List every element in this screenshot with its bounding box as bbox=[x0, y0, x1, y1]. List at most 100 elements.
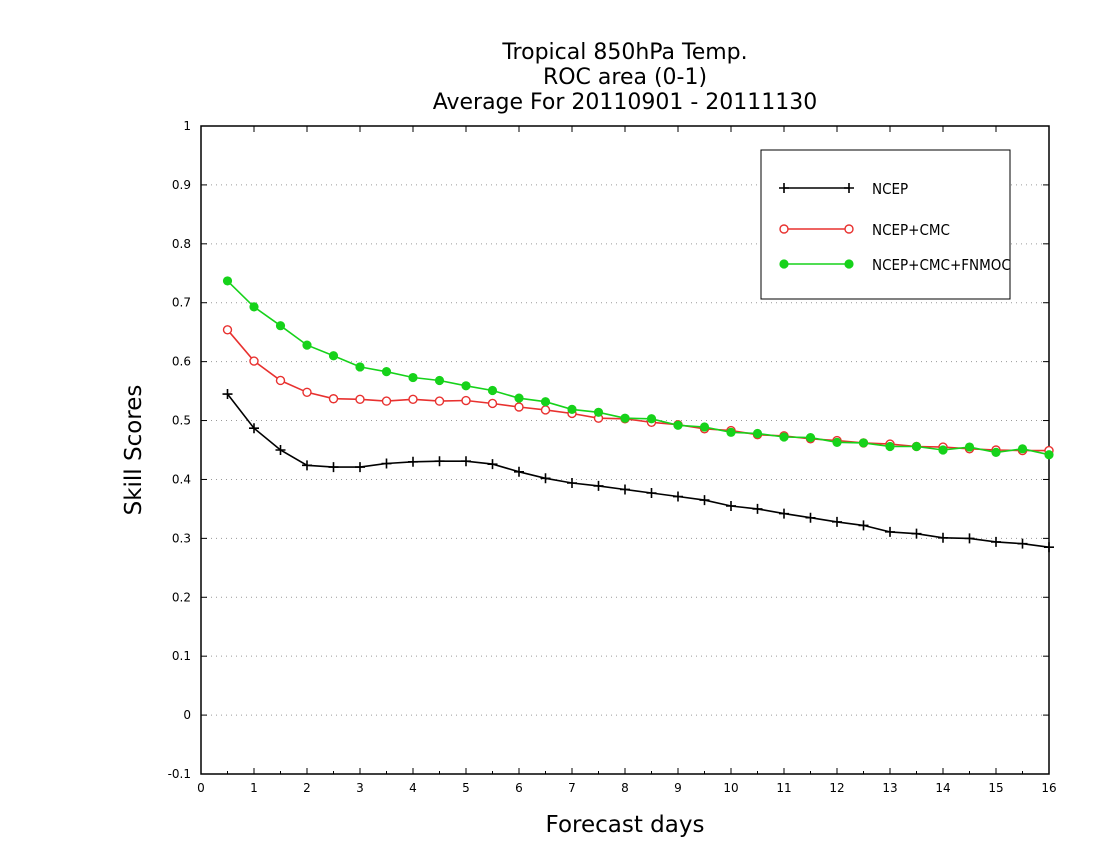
data-point bbox=[858, 520, 869, 531]
x-tick-label: 7 bbox=[568, 781, 576, 795]
data-point bbox=[434, 375, 445, 386]
data-point bbox=[514, 393, 524, 403]
data-point bbox=[726, 500, 736, 511]
x-tick-label: 14 bbox=[935, 781, 950, 795]
data-point bbox=[408, 372, 418, 383]
y-tick-label: -0.1 bbox=[168, 767, 191, 781]
data-point bbox=[222, 389, 233, 400]
y-tick-label: 0.3 bbox=[172, 531, 191, 545]
legend-label: NCEP+CMC+FNMOC bbox=[872, 256, 1011, 274]
legend-marker bbox=[779, 224, 789, 234]
x-tick-label: 11 bbox=[776, 781, 791, 795]
y-tick-label: 0.9 bbox=[172, 178, 191, 192]
data-point bbox=[593, 480, 604, 491]
y-tick-label: 0.1 bbox=[172, 649, 191, 663]
data-point bbox=[646, 488, 657, 499]
data-point bbox=[249, 302, 259, 312]
data-point bbox=[885, 441, 895, 452]
legend-entry: NCEP+CMC bbox=[779, 221, 950, 239]
legend-entry: NCEP+CMC+FNMOC bbox=[779, 256, 1011, 274]
data-point bbox=[540, 473, 551, 484]
data-point bbox=[964, 442, 975, 452]
title-line-2: ROC area (0-1) bbox=[543, 65, 707, 90]
data-point bbox=[328, 462, 339, 473]
data-point bbox=[381, 367, 392, 377]
x-tick-label: 12 bbox=[829, 781, 844, 795]
x-tick-label: 5 bbox=[462, 781, 470, 795]
axis-ticks: -0.100.10.20.30.40.50.60.70.80.910 1 2 3 4 5 6… bbox=[168, 119, 1057, 795]
series-line bbox=[226, 329, 1049, 452]
data-point bbox=[991, 536, 1001, 547]
data-point bbox=[302, 387, 312, 397]
data-point bbox=[1044, 542, 1054, 553]
x-tick-label: 0 bbox=[197, 781, 205, 795]
data-point bbox=[302, 340, 312, 350]
data-series bbox=[222, 276, 1054, 553]
data-point bbox=[514, 466, 524, 477]
data-point bbox=[275, 445, 286, 455]
y-tick-label: 0.6 bbox=[172, 355, 191, 369]
y-tick-label: 0.8 bbox=[172, 237, 191, 251]
x-tick-label: 1 bbox=[250, 781, 258, 795]
x-tick-label: 3 bbox=[356, 781, 364, 795]
x-tick-label: 6 bbox=[515, 781, 523, 795]
y-tick-label: 0 bbox=[183, 708, 191, 722]
legend-box bbox=[760, 149, 1011, 300]
data-point bbox=[249, 356, 259, 366]
data-point bbox=[540, 397, 551, 407]
y-tick-label: 1 bbox=[183, 119, 191, 133]
data-point bbox=[646, 414, 657, 424]
data-point bbox=[673, 491, 683, 502]
legend-marker bbox=[844, 224, 854, 234]
x-tick-label: 9 bbox=[674, 781, 682, 795]
x-tick-label: 10 bbox=[723, 781, 738, 795]
data-point bbox=[673, 420, 683, 430]
series-ncep-cmc-fnmoc bbox=[222, 276, 1054, 460]
legend-marker bbox=[844, 259, 854, 269]
data-point bbox=[964, 533, 975, 544]
y-tick-label: 0.2 bbox=[172, 590, 191, 604]
data-point bbox=[514, 402, 524, 412]
data-point bbox=[222, 276, 233, 286]
data-point bbox=[911, 441, 922, 452]
data-point bbox=[938, 532, 948, 543]
series-line bbox=[226, 280, 1050, 456]
data-point bbox=[1017, 538, 1028, 549]
data-point bbox=[434, 456, 445, 467]
x-axis-title: Forecast days bbox=[546, 812, 705, 838]
y-axis-title: Skill Scores bbox=[121, 385, 147, 516]
x-tick-label: 13 bbox=[882, 781, 897, 795]
x-tick-label: 2 bbox=[303, 781, 311, 795]
data-point bbox=[567, 477, 577, 488]
data-point bbox=[1044, 450, 1054, 460]
data-point bbox=[752, 428, 763, 439]
data-point bbox=[487, 398, 498, 409]
data-point bbox=[328, 351, 339, 361]
data-point bbox=[567, 404, 577, 414]
legend-label: NCEP+CMC bbox=[872, 221, 950, 239]
x-tick-label: 8 bbox=[621, 781, 629, 795]
legend-marker bbox=[779, 183, 789, 193]
data-point bbox=[222, 325, 233, 335]
data-point bbox=[275, 321, 286, 331]
y-tick-label: 0.5 bbox=[172, 414, 191, 428]
legend-label: NCEP bbox=[872, 180, 908, 198]
chart-title: Tropical 850hPa Temp. ROC area (0-1) Ave… bbox=[433, 40, 818, 115]
x-tick-label: 16 bbox=[1041, 781, 1056, 795]
legend-marker bbox=[779, 259, 789, 269]
data-point bbox=[302, 460, 312, 471]
data-point bbox=[858, 438, 869, 448]
data-point bbox=[355, 362, 365, 372]
data-point bbox=[487, 459, 498, 470]
data-point bbox=[328, 394, 339, 404]
data-point bbox=[699, 422, 710, 432]
data-point bbox=[752, 503, 763, 514]
x-tick-label: 15 bbox=[988, 781, 1003, 795]
data-point bbox=[699, 495, 710, 506]
data-point bbox=[832, 516, 842, 527]
data-point bbox=[355, 462, 365, 473]
series-ncep-cmc bbox=[222, 325, 1054, 456]
legend-marker bbox=[844, 183, 854, 193]
data-point bbox=[805, 512, 816, 523]
